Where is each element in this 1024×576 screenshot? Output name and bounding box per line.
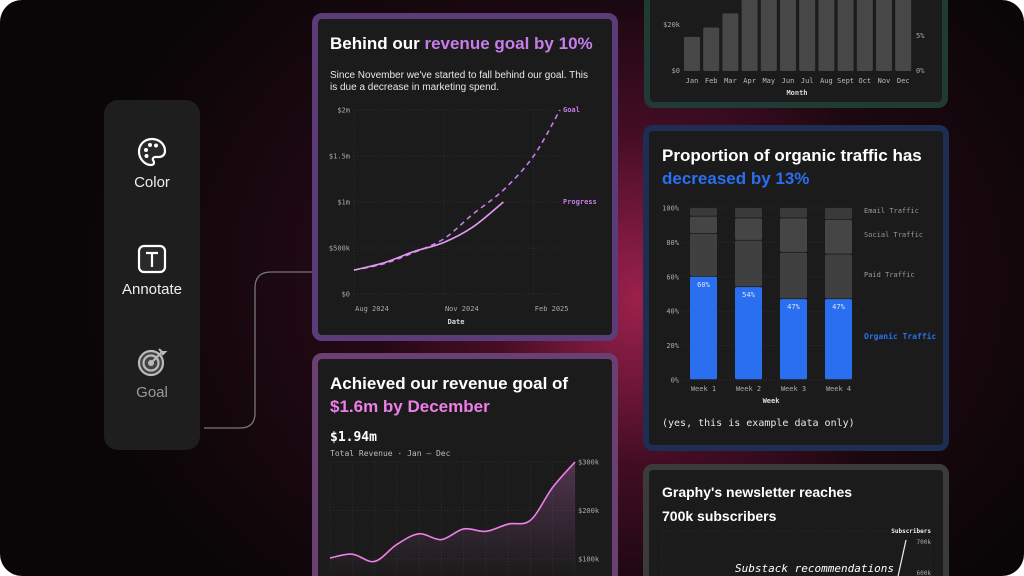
tool-annotate[interactable]: Annotate [104,243,200,298]
text-box-icon [137,244,167,274]
title-text: Behind our [330,34,425,53]
achieved-title-line2: $1.6m by December [330,397,490,416]
tool-label: Color [134,174,170,191]
revenue-goal-description: Since November we've started to fall beh… [330,70,588,93]
tool-label: Goal [136,384,168,401]
tool-panel: Color Annotate Goal [104,100,200,450]
target-icon [137,348,168,377]
revenue-goal-card [312,13,618,341]
total-revenue-label: Total Revenue · Jan – Dec [330,449,451,458]
revenue-goal-title: Behind our revenue goal by 10% [330,34,593,54]
newsletter-title-line2: 700k subscribers [662,508,777,524]
total-revenue-value: $1.94m [330,430,377,445]
tool-goal[interactable]: Goal [104,346,200,401]
palette-icon [137,137,167,167]
title-accent: revenue goal by 10% [424,34,593,53]
tool-label: Annotate [121,281,183,298]
organic-title-line2: decreased by 13% [662,169,810,188]
achieved-title-line1: Achieved our revenue goal of [330,374,569,393]
monthly-bars-card [644,0,948,108]
example-data-footnote: (yes, this is example data only) [662,418,855,429]
newsletter-title-line1: Graphy's newsletter reaches [662,484,853,500]
tool-color[interactable]: Color [104,136,200,191]
organic-title-line1: Proportion of organic traffic has [662,146,922,165]
